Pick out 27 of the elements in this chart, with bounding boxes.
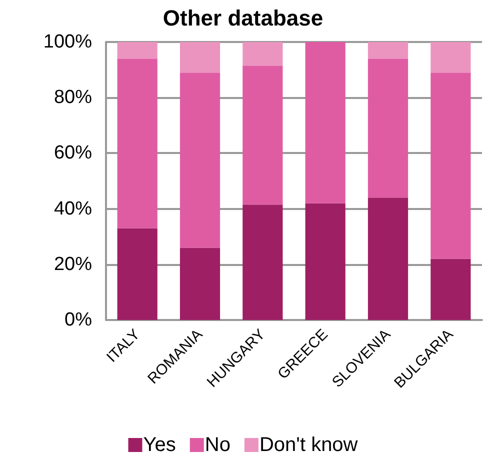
bar: [305, 203, 346, 320]
bar: [180, 248, 220, 320]
bar: [368, 58, 408, 198]
bar: [180, 42, 220, 73]
bar: [242, 66, 283, 205]
bar: [430, 42, 471, 73]
bar: [242, 42, 283, 66]
bar: [117, 228, 158, 320]
legend-label: Don't know: [259, 434, 358, 456]
y-tick-label: 100%: [43, 32, 92, 52]
bar: [368, 198, 408, 320]
y-tick-label: 40%: [54, 198, 92, 220]
bar: [430, 72, 471, 259]
bar: [368, 42, 408, 59]
bar: [117, 42, 158, 59]
bar: [117, 58, 158, 228]
legend-label: Yes: [143, 434, 176, 456]
bar: [242, 204, 283, 320]
bar: [180, 72, 220, 248]
y-tick-label: 20%: [54, 254, 92, 275]
bar: [305, 42, 346, 204]
bar: [430, 258, 471, 320]
y-tick-label: 60%: [54, 142, 92, 164]
y-tick-label: 80%: [54, 87, 92, 108]
chart-title: Other database: [162, 6, 324, 30]
legend-label: No: [204, 434, 230, 456]
y-tick-label: 0%: [64, 310, 92, 330]
